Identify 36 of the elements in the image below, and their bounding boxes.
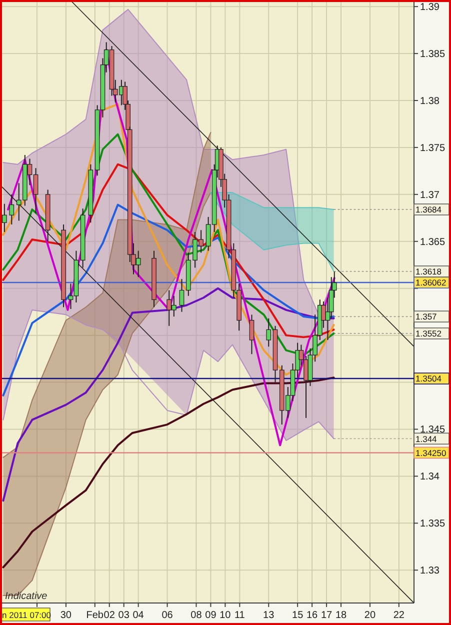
x-tick-label: 17 (320, 610, 333, 621)
annotation: 1.357 (416, 312, 438, 322)
y-tick-label: 1.345 (420, 424, 446, 436)
ref-line-label: 1.34250 (416, 448, 446, 458)
y-tick-label: 1.37 (420, 190, 440, 201)
x-tick-label: Feb (86, 610, 104, 621)
x-tick-label: 16 (306, 610, 318, 621)
y-tick-label: 1.385 (420, 49, 446, 60)
annotation: Indicative (5, 591, 48, 602)
x-tick-label: 15 (292, 610, 304, 621)
x-tick-label: 22 (393, 610, 405, 621)
x-tick-label: 11 (234, 610, 246, 621)
x-tick-label: 30 (60, 610, 72, 621)
annotation: 1.3684 (416, 204, 442, 215)
x-tick-label: 03 (118, 610, 130, 621)
x-tick-label: 13 (263, 610, 275, 621)
y-tick-label: 1.335 (420, 518, 446, 530)
x-tick-label: 04 (132, 610, 144, 621)
x-tick-label: 09 (205, 610, 217, 621)
y-tick-label: 1.38 (420, 96, 440, 107)
y-tick-label: 1.375 (420, 142, 446, 154)
annotation: 1.3552 (416, 328, 442, 339)
ref-line-label: 1.36062 (416, 278, 446, 288)
x-tick-label: 02 (104, 610, 116, 621)
x-tick-label: 10 (220, 610, 232, 621)
x-tick-label: 18 (335, 610, 348, 621)
y-tick-label: 1.33 (420, 566, 440, 577)
annotation: 1.3618 (416, 266, 442, 277)
annotation: 1.344 (416, 434, 438, 444)
y-tick-label: 1.365 (420, 236, 446, 248)
x-tick-label: 06 (162, 610, 174, 621)
x-tick-label: 08 (190, 610, 202, 621)
y-tick-label: 1.39 (420, 2, 440, 14)
x-tick-label: 20 (364, 610, 376, 621)
ref-line-label: 1.3504 (416, 374, 442, 384)
y-tick-label: 1.34 (420, 472, 440, 483)
